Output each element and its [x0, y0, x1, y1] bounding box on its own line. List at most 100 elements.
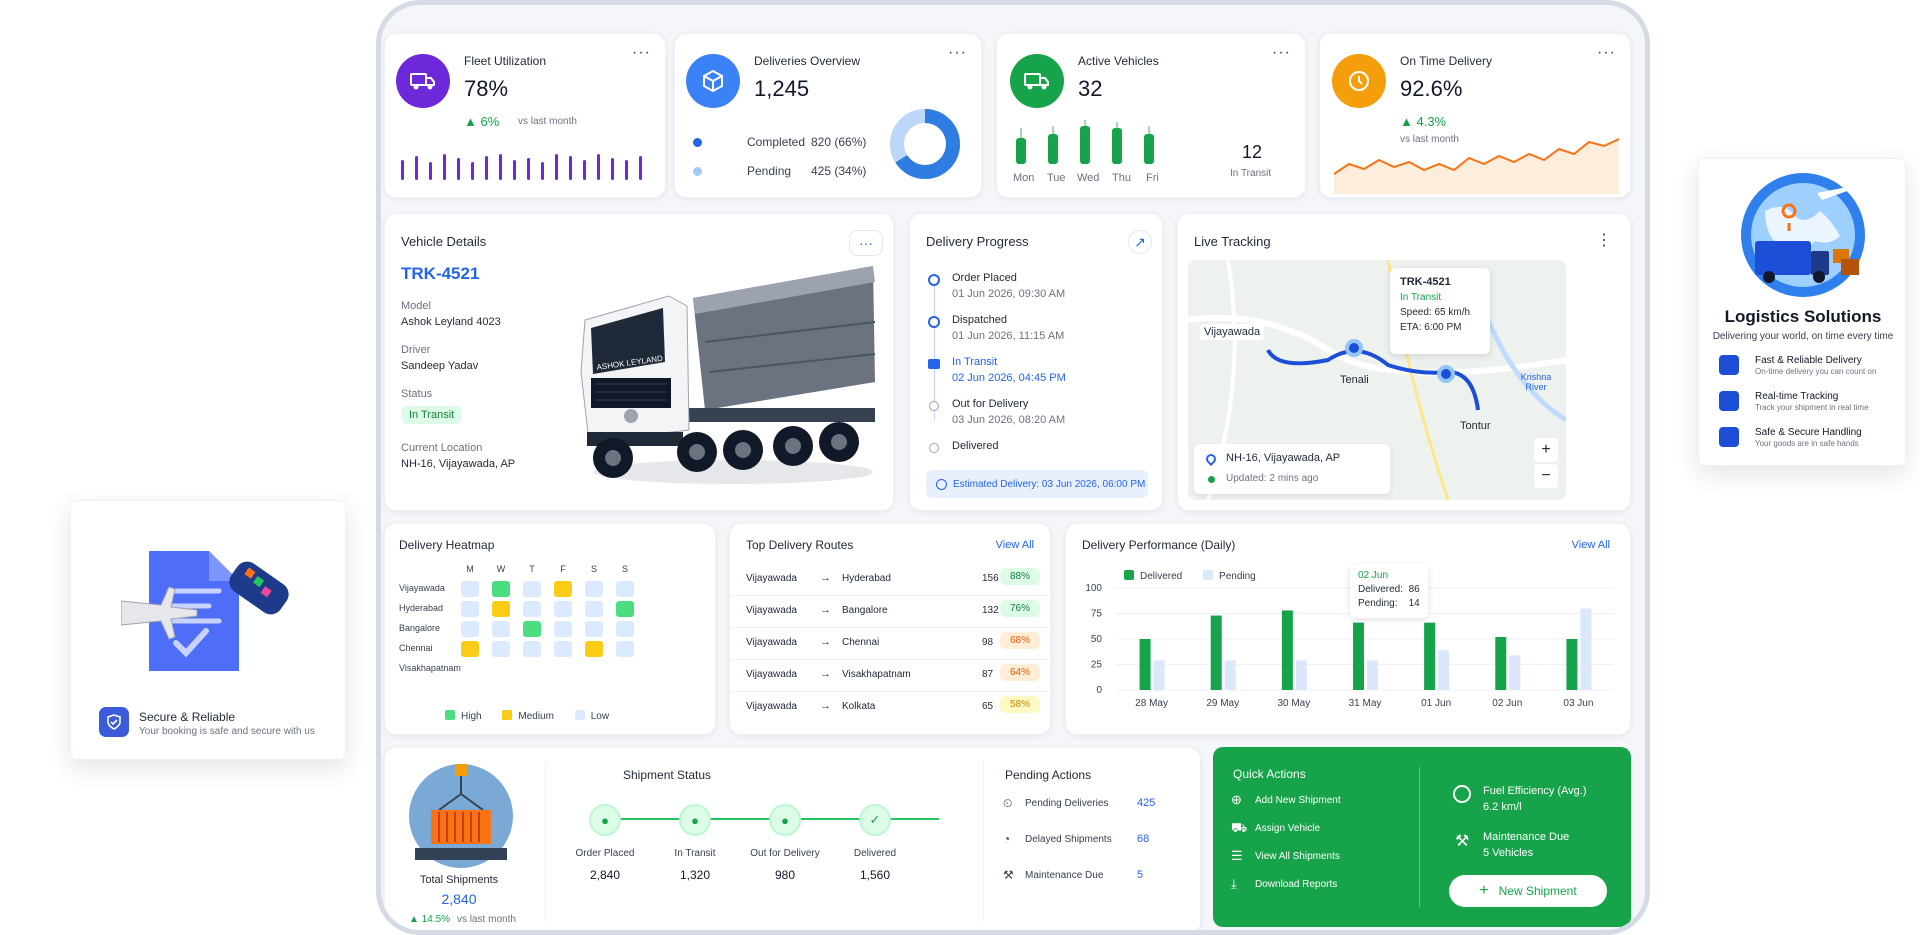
popup-speed: Speed: 65 km/h — [1400, 307, 1471, 318]
route-row[interactable]: Vijayawada → Hyderabad 156 88% — [730, 564, 1052, 596]
bar-pending[interactable] — [1580, 608, 1592, 690]
bar-pending[interactable] — [1224, 660, 1236, 690]
heatmap-cell[interactable] — [585, 621, 603, 637]
heatmap-cell[interactable] — [585, 581, 603, 597]
heatmap-cell[interactable] — [523, 581, 541, 597]
heatmap-cell[interactable] — [585, 601, 603, 617]
expand-arrow-icon[interactable]: ↗ — [1128, 230, 1152, 254]
stage-value: 1,320 — [679, 868, 711, 882]
document-shield-illustration — [121, 551, 289, 671]
heatmap-cell[interactable] — [616, 581, 634, 597]
map-view[interactable]: Vijayawada Tenali Tontur Krishna River T… — [1188, 260, 1566, 500]
heatmap-cell[interactable] — [523, 641, 541, 657]
quick-action-item[interactable]: ⛟ Assign Vehicle — [1231, 819, 1411, 841]
heatmap-cell[interactable] — [461, 601, 479, 617]
more-menu-button[interactable]: ··· — [1272, 44, 1291, 61]
zoom-out-button[interactable]: − — [1534, 464, 1558, 488]
new-shipment-button[interactable]: + New Shipment — [1449, 875, 1607, 907]
heatmap-cell[interactable] — [554, 641, 572, 657]
route-row[interactable]: Vijayawada → Bangalore 132 76% — [730, 596, 1052, 628]
more-menu-button[interactable]: ··· — [948, 44, 967, 61]
bar-delivered[interactable] — [1566, 639, 1578, 690]
heatmap-cell[interactable] — [492, 601, 510, 617]
ontime-area-chart — [1334, 138, 1620, 194]
bar-delivered[interactable] — [1281, 610, 1293, 690]
bar-pending[interactable] — [1509, 655, 1521, 690]
bar-pending[interactable] — [1153, 660, 1165, 690]
quick-action-item[interactable]: ⊕ Add New Shipment — [1231, 791, 1411, 813]
day-label: Fri — [1146, 172, 1159, 184]
top-routes-card: Top Delivery Routes View All Vijayawada →… — [729, 523, 1052, 735]
heatmap-cell[interactable] — [461, 621, 479, 637]
heatmap-cell[interactable] — [492, 641, 510, 657]
spark-bar — [513, 160, 516, 180]
pending-action-row[interactable]: ◔ Delayed Shipments 68 — [1001, 830, 1201, 854]
more-menu-button[interactable]: ··· — [632, 44, 651, 61]
view-all-link[interactable]: View All — [1571, 539, 1610, 551]
step-time: 03 Jun 2026, 08:20 AM — [952, 414, 1066, 426]
view-all-link[interactable]: View All — [995, 539, 1034, 551]
more-menu-button[interactable]: ··· — [849, 230, 883, 256]
heatmap-city-label: Chennai — [399, 643, 433, 653]
quick-action-item[interactable]: ☰ View All Shipments — [1231, 847, 1411, 869]
heatmap-cell[interactable] — [554, 621, 572, 637]
heatmap-cell[interactable] — [585, 641, 603, 657]
bar-pending[interactable] — [1367, 660, 1378, 690]
fleet-sparkbars — [401, 152, 661, 180]
more-menu-button[interactable]: ⋮ — [1596, 232, 1612, 249]
spark-bar — [583, 160, 586, 180]
delivery-progress-card: Delivery Progress ↗ Order Placed 01 Jun … — [909, 213, 1163, 511]
heatmap-cell[interactable] — [616, 641, 634, 657]
pending-action-row[interactable]: ⏲ Pending Deliveries 425 — [1001, 794, 1201, 818]
heatmap-cell[interactable] — [523, 601, 541, 617]
heatmap-cell[interactable] — [616, 621, 634, 637]
estimated-delivery-text: Estimated Delivery: 03 Jun 2026, 06:00 P… — [953, 478, 1146, 490]
pending-dot — [693, 167, 702, 176]
kpi-title: Deliveries Overview — [754, 54, 861, 68]
kpi-card-deliveries: Deliveries Overview 1,245 ··· Completed … — [674, 33, 982, 198]
bar-delivered[interactable] — [1210, 615, 1222, 690]
heatmap-cell[interactable] — [461, 641, 479, 657]
pending-action-label: Delayed Shipments — [1025, 834, 1112, 845]
truck-icon — [1719, 355, 1739, 375]
quick-action-item[interactable]: ⤓ Download Reports — [1231, 875, 1411, 897]
status-badge: In Transit — [401, 406, 463, 424]
heatmap-cell[interactable] — [554, 601, 572, 617]
route-row[interactable]: Vijayawada → Chennai 98 68% — [730, 628, 1052, 660]
heatmap-cell[interactable] — [492, 581, 510, 597]
pending-action-row[interactable]: ⚒ Maintenance Due 5 — [1001, 866, 1201, 890]
route-percent-badge: 76% — [1000, 600, 1040, 617]
location-pin-icon — [1203, 451, 1219, 467]
heatmap-cell[interactable] — [554, 581, 572, 597]
shield-icon — [1719, 427, 1739, 447]
bar-pending[interactable] — [1438, 650, 1450, 690]
route-from: Vijayawada — [746, 637, 797, 648]
route-from: Vijayawada — [746, 701, 797, 712]
heatmap-day-label: W — [496, 564, 506, 574]
heatmap-cell[interactable] — [616, 601, 634, 617]
legend-pending: Pending — [1219, 571, 1256, 582]
zoom-in-button[interactable]: + — [1534, 438, 1558, 462]
route-row[interactable]: Vijayawada → Visakhapatnam 87 64% — [730, 660, 1052, 692]
delivery-performance-card: Delivery Performance (Daily) View All De… — [1065, 523, 1631, 735]
heatmap-cell[interactable] — [523, 621, 541, 637]
heatmap-cell[interactable] — [461, 581, 479, 597]
route-arrow-icon: → — [820, 700, 831, 712]
stage-label: In Transit — [674, 848, 716, 859]
shipments-card: Total Shipments 2,840 ▲ 14.5% vs last mo… — [384, 747, 1201, 930]
bar-pending[interactable] — [1295, 660, 1307, 690]
bar-delivered[interactable] — [1495, 636, 1507, 690]
route-arrow-icon: → — [820, 604, 831, 616]
kpi-value: 32 — [1078, 76, 1103, 101]
stage-label: Delivered — [853, 848, 897, 859]
bar-delivered[interactable] — [1139, 639, 1151, 690]
bar-delivered[interactable] — [1353, 622, 1364, 690]
heatmap-day-label: S — [621, 564, 628, 574]
more-menu-button[interactable]: ··· — [1597, 44, 1616, 61]
kpi-value: 1,245 — [754, 76, 810, 101]
bar-delivered[interactable] — [1424, 622, 1436, 690]
route-to: Kolkata — [842, 701, 876, 712]
route-row[interactable]: Vijayawada → Kolkata 65 58% — [730, 692, 1052, 724]
step-marker-icon — [928, 274, 940, 286]
heatmap-cell[interactable] — [492, 621, 510, 637]
